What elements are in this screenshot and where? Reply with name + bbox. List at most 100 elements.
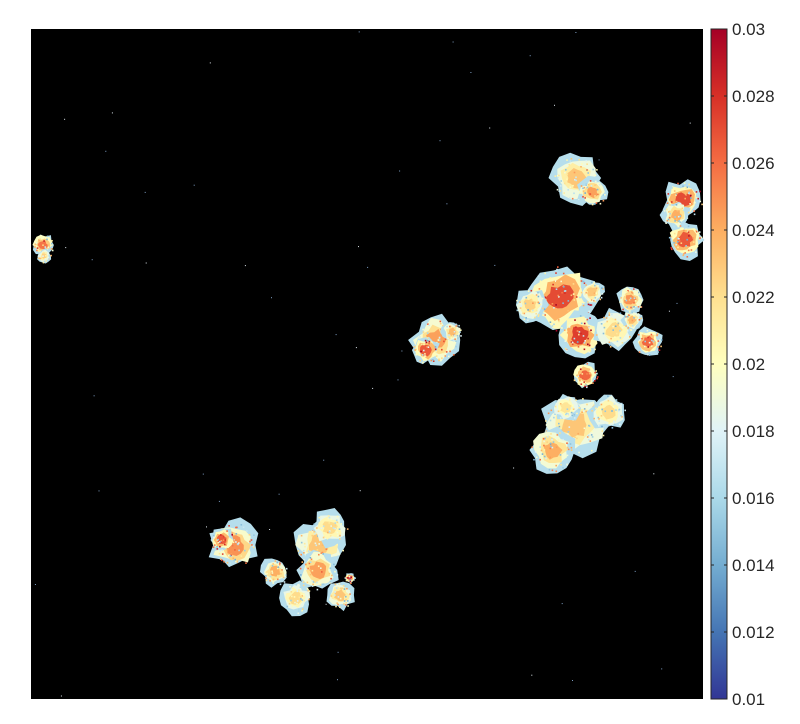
hotspot-pixel	[550, 409, 553, 412]
hotspot-pixel	[221, 559, 223, 562]
hotspot-pixel	[336, 530, 338, 533]
hotspot-pixel	[583, 381, 585, 383]
hotspot-pixel	[588, 439, 590, 441]
hotspot-pixel	[566, 332, 569, 334]
hotspot-pixel	[644, 340, 646, 343]
hotspot-pixel	[217, 538, 219, 541]
hotspot-pixel	[677, 225, 679, 228]
hotspot-pixel	[50, 254, 52, 257]
hotspot-pixel	[585, 318, 587, 320]
hotspot-pixel	[690, 194, 692, 197]
hotspot-pixel	[677, 246, 679, 249]
hotspot-pixel	[237, 543, 239, 546]
hotspot-pixel	[554, 405, 557, 408]
hotspot-pixel	[334, 594, 336, 596]
hotspot-pixel	[698, 238, 701, 240]
hotspot-pixel	[563, 290, 566, 292]
hotspot-region	[571, 326, 589, 345]
hotspot-pixel	[551, 325, 554, 327]
noise-pixel	[494, 264, 496, 266]
hotspot-pixel	[45, 255, 47, 257]
hotspot-pixel	[234, 558, 236, 561]
hotspot-pixel	[576, 330, 579, 332]
noise-pixel	[452, 41, 454, 43]
hotspot-pixel	[550, 445, 552, 448]
hotspot-pixel	[231, 532, 233, 534]
hotspot-pixel	[519, 301, 521, 303]
hotspot-pixel	[561, 291, 563, 294]
hotspot-pixel	[219, 550, 221, 552]
hotspot-pixel	[575, 399, 577, 401]
hotspot-pixel	[626, 306, 628, 308]
hotspot-pixel	[657, 340, 660, 342]
hotspot-pixel	[286, 605, 289, 608]
hotspot-pixel	[533, 458, 535, 461]
hotspot-pixel	[339, 534, 341, 537]
hotspot-pixel	[43, 252, 45, 255]
hotspot-pixel	[634, 300, 637, 302]
hotspot-pixel	[562, 272, 565, 275]
hotspot-pixel	[620, 297, 623, 299]
hotspot-pixel	[694, 247, 697, 250]
hotspot-pixel	[343, 588, 346, 590]
hotspot-pixel	[216, 539, 218, 541]
hotspot-pixel	[445, 351, 448, 353]
hotspot-pixel	[589, 317, 591, 319]
hotspot-pixel	[602, 194, 605, 196]
noise-pixel	[233, 539, 235, 541]
hotspot-pixel	[455, 340, 457, 342]
hotspot-pixel	[335, 587, 338, 589]
hotspot-pixel	[656, 333, 659, 336]
hotspot-pixel	[583, 408, 586, 410]
hotspot-pixel	[588, 424, 590, 427]
hotspot-pixel	[224, 539, 227, 541]
hotspot-pixel	[249, 540, 251, 543]
hotspot-pixel	[318, 553, 320, 556]
hotspot-pixel	[226, 530, 228, 532]
hotspot-pixel	[571, 341, 574, 344]
hotspot-pixel	[574, 436, 576, 439]
hotspot-pixel	[590, 434, 593, 436]
hotspot-pixel	[414, 349, 416, 351]
hotspot-pixel	[570, 407, 573, 409]
hotspot-region	[288, 591, 302, 605]
hotspot-pixel	[633, 297, 636, 299]
hotspot-pixel	[620, 414, 622, 417]
hotspot-pixel	[589, 440, 592, 442]
hotspot-pixel	[290, 599, 292, 602]
hotspot-pixel	[293, 584, 296, 587]
hotspot-pixel	[417, 337, 420, 339]
hotspot-pixel	[450, 337, 453, 339]
hotspot-pixel	[612, 318, 614, 321]
hotspot-pixel	[615, 409, 617, 411]
hotspot-pixel	[668, 236, 671, 239]
hotspot-pixel	[535, 309, 538, 312]
hotspot-pixel	[551, 438, 553, 441]
hotspot-pixel	[277, 566, 280, 568]
hotspot-pixel	[305, 563, 307, 566]
hotspot-pixel	[428, 340, 431, 343]
hotspot-pixel	[425, 341, 428, 344]
hotspot-pixel	[523, 318, 526, 321]
hotspot-pixel	[252, 546, 255, 549]
noise-pixel	[218, 500, 220, 502]
hotspot-pixel	[556, 188, 559, 191]
hotspot-pixel	[679, 215, 681, 217]
hotspot-pixel	[38, 239, 40, 242]
noise-pixel	[98, 490, 100, 492]
hotspot-pixel	[212, 546, 215, 548]
noise-pixel	[439, 140, 441, 142]
hotspot-pixel	[224, 546, 227, 549]
hotspot-pixel	[628, 314, 630, 316]
hotspot-pixel	[598, 418, 600, 420]
hotspot-pixel	[675, 243, 677, 246]
hotspot-pixel	[316, 549, 319, 551]
hotspot-pixel	[669, 210, 671, 213]
hotspot-pixel	[228, 555, 230, 557]
hotspot-pixel	[339, 538, 341, 540]
hotspot-pixel	[302, 584, 305, 587]
hotspot-pixel	[589, 304, 591, 306]
hotspot-pixel	[612, 406, 615, 408]
hotspot-pixel	[594, 372, 597, 375]
hotspot-pixel	[578, 408, 580, 411]
